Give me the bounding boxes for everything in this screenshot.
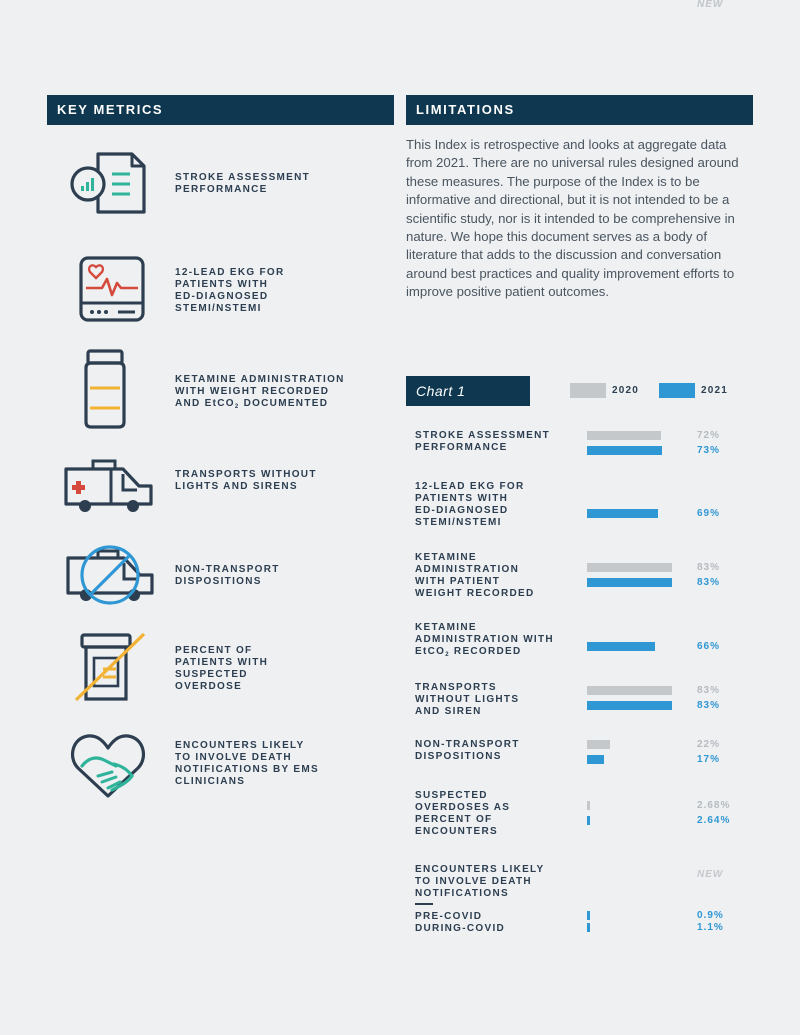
legend-label-2020: 2020	[612, 385, 640, 396]
value-2021: 17%	[697, 754, 721, 765]
new-badge: NEW	[697, 0, 724, 10]
chart-row-label: ENCOUNTERS LIKELY TO INVOLVE DEATH NOTIF…	[415, 864, 545, 899]
stroke-document-icon	[70, 152, 146, 214]
limitations-paragraph: This Index is retrospective and looks at…	[406, 137, 739, 300]
chart-row-label: NON-TRANSPORT DISPOSITIONS	[415, 739, 520, 762]
bar-2021	[587, 755, 605, 764]
value-2020: 83%	[697, 685, 721, 696]
value-2021: 83%	[697, 700, 721, 711]
legend-swatch-2020	[570, 383, 606, 398]
value-2021: 1.1%	[697, 922, 724, 933]
bar-2020	[587, 740, 610, 749]
value-2021: 73%	[697, 445, 721, 456]
metric-label-stroke: STROKE ASSESSMENT PERFORMANCE	[175, 172, 311, 195]
chart-row-label: STROKE ASSESSMENT PERFORMANCE	[415, 430, 551, 453]
legend-label-2021: 2021	[701, 385, 729, 396]
metric-label-ketamine: KETAMINE ADMINISTRATION WITH WEIGHT RECO…	[175, 374, 345, 410]
chart-row-label: KETAMINE ADMINISTRATION WITH EtCO2 RECOR…	[415, 622, 554, 658]
metric-label-ekg: 12-LEAD EKG FOR PATIENTS WITH ED-DIAGNOS…	[175, 267, 285, 314]
bar-2021	[587, 816, 590, 825]
value-2021: 83%	[697, 577, 721, 588]
chart-row-label: TRANSPORTS WITHOUT LIGHTS AND SIREN	[415, 682, 520, 717]
legend-swatch-2021	[659, 383, 695, 398]
value-2020: 72%	[697, 430, 721, 441]
value-2020: 22%	[697, 739, 721, 750]
chart-row-label: SUSPECTED OVERDOSES AS PERCENT OF ENCOUN…	[415, 790, 511, 837]
medicine-vial-icon	[84, 349, 126, 429]
death-notification-divider	[415, 903, 433, 905]
value-2021: 66%	[697, 641, 721, 652]
bar-2020	[587, 801, 590, 810]
chart-row-label: PRE-COVID	[415, 911, 483, 922]
chart-row-label: DURING-COVID	[415, 923, 506, 934]
bar-2020	[587, 686, 672, 695]
bar-2021	[587, 578, 672, 587]
heart-hands-icon	[70, 734, 146, 798]
metric-label-non-transport: NON-TRANSPORT DISPOSITIONS	[175, 564, 280, 587]
value-2021: 69%	[697, 508, 721, 519]
pill-bottle-crossed-icon	[74, 632, 146, 702]
no-ambulance-icon	[66, 545, 154, 605]
limitations-header: LIMITATIONS	[406, 95, 753, 125]
value-2021: 0.9%	[697, 910, 724, 921]
chart-title: Chart 1	[406, 376, 530, 406]
metric-label-overdose: PERCENT OF PATIENTS WITH SUSPECTED OVERD…	[175, 645, 269, 692]
bar-2021	[587, 911, 590, 920]
value-2021: 2.64%	[697, 815, 731, 826]
bar-2021	[587, 509, 658, 518]
value-2020: 2.68%	[697, 800, 731, 811]
bar-2021	[587, 701, 672, 710]
ekg-monitor-icon	[79, 256, 145, 322]
metric-label-death-notifications: ENCOUNTERS LIKELY TO INVOLVE DEATH NOTIF…	[175, 740, 319, 787]
new-badge: NEW	[697, 869, 724, 880]
chart-row-label: 12-LEAD EKG FOR PATIENTS WITH ED-DIAGNOS…	[415, 481, 525, 528]
bar-2021	[587, 642, 655, 651]
bar-2020	[587, 431, 661, 440]
bar-2020	[587, 563, 672, 572]
bar-2021	[587, 923, 590, 932]
chart-row-label: KETAMINE ADMINISTRATION WITH PATIENT WEI…	[415, 552, 535, 599]
key-metrics-header: KEY METRICS	[47, 95, 394, 125]
value-2020: 83%	[697, 562, 721, 573]
new-badge: NEW	[697, 0, 724, 10]
ambulance-icon	[64, 459, 153, 512]
metric-label-transports: TRANSPORTS WITHOUT LIGHTS AND SIRENS	[175, 469, 317, 492]
bar-2021	[587, 446, 662, 455]
